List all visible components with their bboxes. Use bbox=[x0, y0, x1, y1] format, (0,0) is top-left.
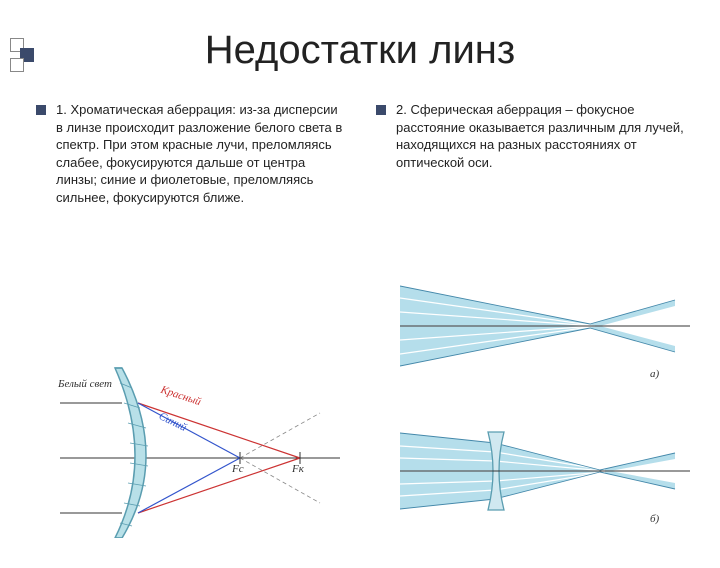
label-white-light: Белый свет bbox=[58, 378, 112, 390]
col2-text: 2. Сферическая аберрация – фокусное расс… bbox=[396, 101, 684, 206]
label-fc: Fс bbox=[232, 463, 244, 475]
column-left: 1. Хроматическая аберрация: из-за диспер… bbox=[36, 101, 344, 206]
col1-text: 1. Хроматическая аберрация: из-за диспер… bbox=[56, 101, 344, 206]
page-title: Недостатки линз bbox=[0, 28, 720, 73]
bullet-icon bbox=[376, 105, 386, 115]
chromatic-aberration-diagram: Белый свет Красный Синий Fс Fк bbox=[60, 348, 340, 538]
spherical-aberration-diagram: а) б) bbox=[400, 268, 690, 528]
label-sub-a: а) bbox=[650, 368, 659, 380]
label-fk: Fк bbox=[292, 463, 304, 475]
column-right: 2. Сферическая аберрация – фокусное расс… bbox=[376, 101, 684, 206]
bullet-icon bbox=[36, 105, 46, 115]
label-sub-b: б) bbox=[650, 513, 659, 525]
content-columns: 1. Хроматическая аберрация: из-за диспер… bbox=[0, 101, 720, 206]
